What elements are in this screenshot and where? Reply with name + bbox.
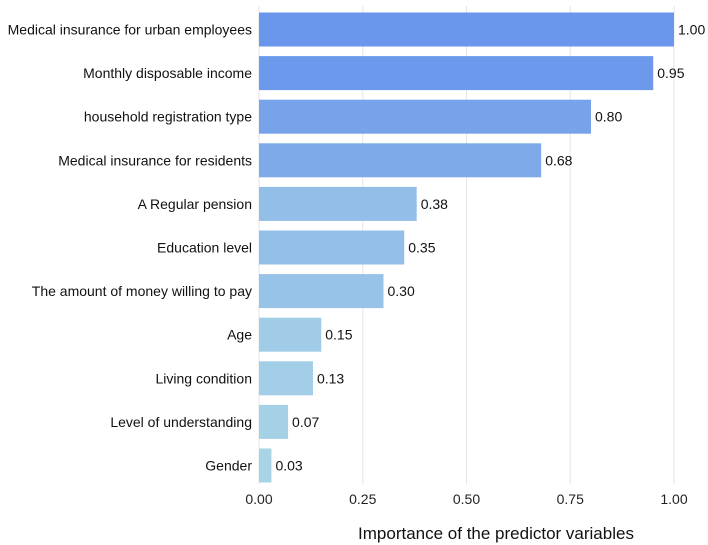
bar (259, 317, 322, 352)
category-label: household registration type (84, 109, 252, 125)
category-label: Living condition (155, 370, 252, 386)
x-tick-labels: 0.00 0.25 0.50 0.75 1.00 (245, 491, 687, 507)
value-label: 0.95 (657, 65, 684, 81)
bar (259, 143, 542, 178)
category-label: The amount of money willing to pay (32, 283, 252, 299)
value-label: 0.35 (408, 240, 435, 256)
bar (259, 361, 313, 396)
category-label: Age (227, 327, 252, 343)
value-label: 0.80 (595, 109, 622, 125)
value-label: 0.07 (292, 414, 319, 430)
value-label: 0.15 (325, 327, 352, 343)
value-label: 0.38 (421, 196, 448, 212)
value-label: 0.68 (545, 152, 572, 168)
bars (259, 12, 674, 483)
category-label: Level of understanding (110, 414, 252, 430)
x-tick-label: 0.00 (245, 491, 272, 507)
bar (259, 448, 272, 483)
category-label: A Regular pension (138, 196, 252, 212)
value-labels: 1.00 0.95 0.80 0.68 0.38 0.35 0.30 0.15 0.13 0.07… (275, 22, 705, 474)
category-labels: Medical insurance for urban employees Mon… (8, 22, 253, 474)
x-tick-label: 0.50 (453, 491, 480, 507)
bar (259, 99, 591, 134)
x-tick-label: 0.75 (557, 491, 584, 507)
value-label: 0.30 (388, 283, 415, 299)
category-label: Medical insurance for residents (58, 152, 252, 168)
category-label: Gender (205, 458, 252, 474)
x-tick-label: 0.25 (349, 491, 376, 507)
category-label: Monthly disposable income (83, 65, 252, 81)
bar (259, 404, 289, 439)
value-label: 0.03 (275, 458, 302, 474)
bar (259, 56, 654, 91)
bar (259, 230, 405, 265)
category-label: Education level (157, 240, 252, 256)
bar (259, 274, 384, 309)
bar (259, 12, 674, 47)
value-label: 1.00 (678, 22, 705, 38)
x-tick-label: 1.00 (660, 491, 687, 507)
category-label: Medical insurance for urban employees (8, 22, 252, 38)
value-label: 0.13 (317, 370, 344, 386)
x-axis-title: Importance of the predictor variables (358, 524, 634, 543)
bar (259, 186, 417, 221)
